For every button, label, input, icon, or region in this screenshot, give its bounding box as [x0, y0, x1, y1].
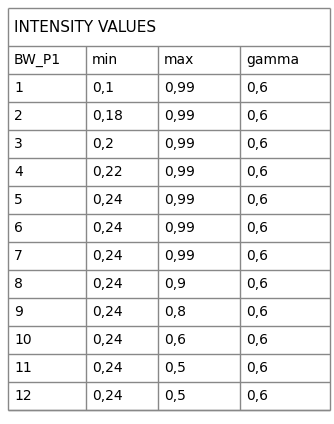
Text: 0,22: 0,22 — [92, 165, 123, 179]
Text: 9: 9 — [14, 305, 23, 319]
Text: gamma: gamma — [246, 53, 299, 67]
Text: 0,99: 0,99 — [164, 221, 195, 235]
Text: 12: 12 — [14, 389, 32, 403]
Text: 0,6: 0,6 — [246, 221, 268, 235]
Text: 0,6: 0,6 — [246, 109, 268, 123]
Text: 0,24: 0,24 — [92, 277, 123, 291]
Text: 8: 8 — [14, 277, 23, 291]
Text: 0,24: 0,24 — [92, 249, 123, 263]
Text: 0,6: 0,6 — [246, 81, 268, 95]
Text: min: min — [92, 53, 118, 67]
Text: INTENSITY VALUES: INTENSITY VALUES — [14, 20, 156, 34]
Text: 0,24: 0,24 — [92, 193, 123, 207]
Text: 0,6: 0,6 — [164, 333, 186, 347]
Text: 4: 4 — [14, 165, 23, 179]
Text: 0,6: 0,6 — [246, 333, 268, 347]
Text: 0,24: 0,24 — [92, 361, 123, 375]
Text: 0,99: 0,99 — [164, 81, 195, 95]
Text: 0,99: 0,99 — [164, 249, 195, 263]
Text: 0,99: 0,99 — [164, 109, 195, 123]
Text: 7: 7 — [14, 249, 23, 263]
Text: 0,6: 0,6 — [246, 165, 268, 179]
Text: 0,5: 0,5 — [164, 389, 186, 403]
Text: 0,6: 0,6 — [246, 305, 268, 319]
Text: 0,24: 0,24 — [92, 221, 123, 235]
Text: 0,18: 0,18 — [92, 109, 123, 123]
Text: BW_P1: BW_P1 — [14, 53, 61, 67]
Text: 0,8: 0,8 — [164, 305, 186, 319]
Text: 0,99: 0,99 — [164, 193, 195, 207]
Text: 11: 11 — [14, 361, 32, 375]
Text: 0,24: 0,24 — [92, 333, 123, 347]
Text: 1: 1 — [14, 81, 23, 95]
Text: 0,6: 0,6 — [246, 361, 268, 375]
Text: 0,6: 0,6 — [246, 389, 268, 403]
Text: 0,99: 0,99 — [164, 137, 195, 151]
Text: 0,24: 0,24 — [92, 305, 123, 319]
Text: 0,5: 0,5 — [164, 361, 186, 375]
Text: 0,6: 0,6 — [246, 249, 268, 263]
Text: 0,2: 0,2 — [92, 137, 114, 151]
Text: 10: 10 — [14, 333, 32, 347]
Text: 0,9: 0,9 — [164, 277, 186, 291]
Text: 0,6: 0,6 — [246, 137, 268, 151]
Text: 2: 2 — [14, 109, 23, 123]
Text: 0,6: 0,6 — [246, 277, 268, 291]
Text: 5: 5 — [14, 193, 23, 207]
Text: 0,1: 0,1 — [92, 81, 114, 95]
Text: 6: 6 — [14, 221, 23, 235]
Text: max: max — [164, 53, 194, 67]
Text: 3: 3 — [14, 137, 23, 151]
Text: 0,24: 0,24 — [92, 389, 123, 403]
Text: 0,99: 0,99 — [164, 165, 195, 179]
Text: 0,6: 0,6 — [246, 193, 268, 207]
